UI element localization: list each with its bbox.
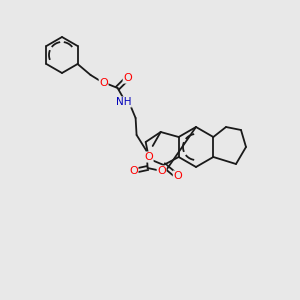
Text: O: O — [157, 166, 166, 176]
Text: O: O — [123, 73, 132, 83]
Text: O: O — [99, 78, 108, 88]
Text: O: O — [129, 166, 138, 176]
Text: NH: NH — [116, 97, 131, 107]
Text: O: O — [173, 171, 182, 181]
Text: O: O — [144, 152, 153, 162]
